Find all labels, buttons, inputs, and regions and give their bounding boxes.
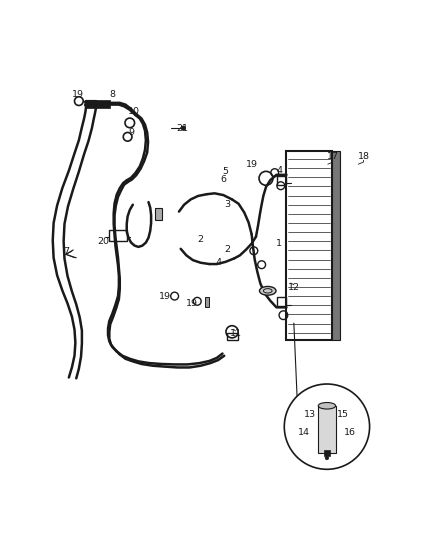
Bar xyxy=(277,297,286,306)
Text: 2: 2 xyxy=(197,235,203,244)
Bar xyxy=(324,450,329,456)
Bar xyxy=(332,151,340,341)
Text: 3: 3 xyxy=(225,200,231,209)
Text: 8: 8 xyxy=(110,90,115,99)
Bar xyxy=(205,297,209,306)
Ellipse shape xyxy=(318,402,336,409)
Text: 19: 19 xyxy=(159,292,170,301)
Bar xyxy=(110,230,127,241)
Text: 9: 9 xyxy=(128,128,134,137)
Text: 11: 11 xyxy=(230,329,241,338)
Text: 7: 7 xyxy=(63,247,69,256)
Text: 19: 19 xyxy=(246,160,258,169)
Circle shape xyxy=(284,384,370,470)
Bar xyxy=(155,208,162,220)
Text: 13: 13 xyxy=(304,410,317,419)
Text: 15: 15 xyxy=(337,410,349,419)
Text: 1: 1 xyxy=(276,239,282,248)
Text: 19: 19 xyxy=(186,299,198,308)
Bar xyxy=(277,176,286,185)
Bar xyxy=(318,406,336,453)
Text: 12: 12 xyxy=(288,283,300,292)
Text: 17: 17 xyxy=(327,152,339,161)
Text: 4: 4 xyxy=(215,257,221,266)
Text: 2: 2 xyxy=(225,246,231,254)
Text: 21: 21 xyxy=(176,124,188,133)
Circle shape xyxy=(181,126,185,130)
Text: 16: 16 xyxy=(343,428,356,437)
Text: 18: 18 xyxy=(357,152,370,161)
Text: 19: 19 xyxy=(71,90,84,99)
Text: 14: 14 xyxy=(298,428,310,437)
Bar xyxy=(86,100,110,108)
Circle shape xyxy=(325,456,328,460)
Bar xyxy=(286,151,332,341)
Text: 5: 5 xyxy=(223,167,229,176)
Text: 20: 20 xyxy=(98,237,110,246)
Text: 4: 4 xyxy=(277,166,283,175)
Bar xyxy=(227,333,238,340)
Ellipse shape xyxy=(259,286,276,295)
Text: 6: 6 xyxy=(220,175,226,184)
Text: 10: 10 xyxy=(128,108,140,117)
